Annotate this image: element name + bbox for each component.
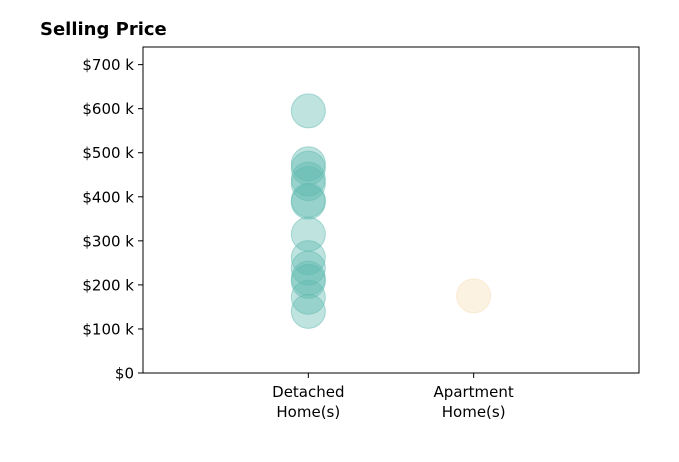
x-tick-label: Detached Home(s) xyxy=(272,383,344,421)
y-tick-label: $100 k xyxy=(82,320,134,338)
y-tick-label: $0 xyxy=(115,365,134,383)
data-point xyxy=(290,279,326,315)
y-tick-label: $400 k xyxy=(82,188,134,206)
y-tick-label: $300 k xyxy=(82,232,134,250)
plot-frame xyxy=(142,46,640,374)
data-point xyxy=(290,263,326,299)
data-point xyxy=(290,184,326,220)
data-points xyxy=(290,93,492,329)
data-point xyxy=(290,146,326,182)
chart-title: Selling Price xyxy=(40,19,167,40)
x-tick-label: Apartment Home(s) xyxy=(434,383,514,421)
data-point xyxy=(290,293,326,329)
data-point xyxy=(456,278,492,314)
y-tick-label: $700 k xyxy=(82,56,134,74)
data-point xyxy=(290,250,326,286)
y-tick-label: $200 k xyxy=(82,276,134,294)
data-point xyxy=(290,93,326,129)
y-tick-label: $600 k xyxy=(82,100,134,118)
x-axis: Detached Home(s) Apartment Home(s) xyxy=(272,373,514,421)
y-tick-label: $500 k xyxy=(82,144,134,162)
y-axis: $0 $100 k $200 k $300 k $400 k $500 k $600 k $7… xyxy=(82,56,143,383)
